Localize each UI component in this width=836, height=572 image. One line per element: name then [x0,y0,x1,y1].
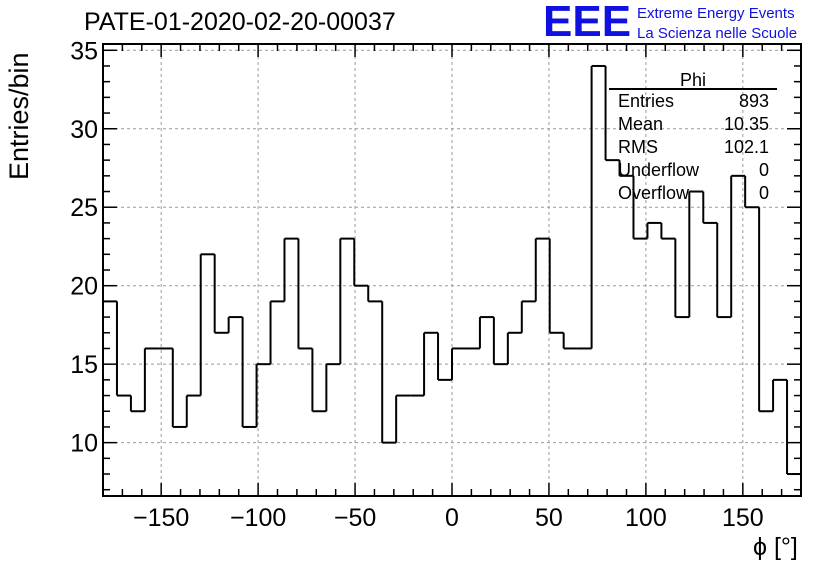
stats-value: 893 [738,91,769,111]
stats-histogram-name: Phi [609,68,777,90]
x-tick-label: 100 [625,504,667,532]
plot-frame [102,43,802,497]
y-tick-label: 15 [70,351,98,379]
stats-row-mean: Mean 10.35 [609,113,777,136]
plot-title: PATE-01-2020-02-20-00037 [84,8,396,36]
eee-logo: EEE [543,0,632,46]
stats-label: RMS [618,137,658,157]
x-tick-label: 150 [722,504,764,532]
stats-label: Overflow [618,183,690,203]
stats-value: 10.35 [723,114,769,134]
logo-caption-line1: Extreme Energy Events [637,5,795,22]
x-tick-label: −100 [230,504,286,532]
stats-label: Entries [618,91,675,111]
stats-row-entries: Entries 893 [609,90,777,113]
stats-row-underflow: Underflow 0 [609,159,777,182]
y-tick-label: 25 [70,194,98,222]
x-tick-label: −50 [334,504,376,532]
x-axis-label: ϕ [°] [753,533,798,561]
stats-value: 0 [758,160,769,180]
x-tick-label: 50 [535,504,563,532]
stats-label: Underflow [618,160,700,180]
logo-caption-line2: La Scienza nelle Scuole [637,25,798,42]
y-tick-label: 20 [70,273,98,301]
stats-label: Mean [618,114,664,134]
stats-row-rms: RMS 102.1 [609,136,777,159]
y-tick-label: 35 [70,37,98,65]
stats-box: Phi Entries 893 Mean 10.35 RMS 102.1 Und… [609,68,777,205]
y-tick-label: 10 [70,430,98,458]
logo-caption: Extreme Energy Events La Scienza nelle S… [637,4,797,44]
stats-row-overflow: Overflow 0 [609,182,777,205]
x-tick-label: 0 [445,504,459,532]
stats-value: 102.1 [723,137,769,157]
stats-value: 0 [758,183,769,203]
y-axis-label: Entries/bin [4,52,34,180]
x-tick-label: −150 [133,504,189,532]
y-tick-label: 30 [70,116,98,144]
